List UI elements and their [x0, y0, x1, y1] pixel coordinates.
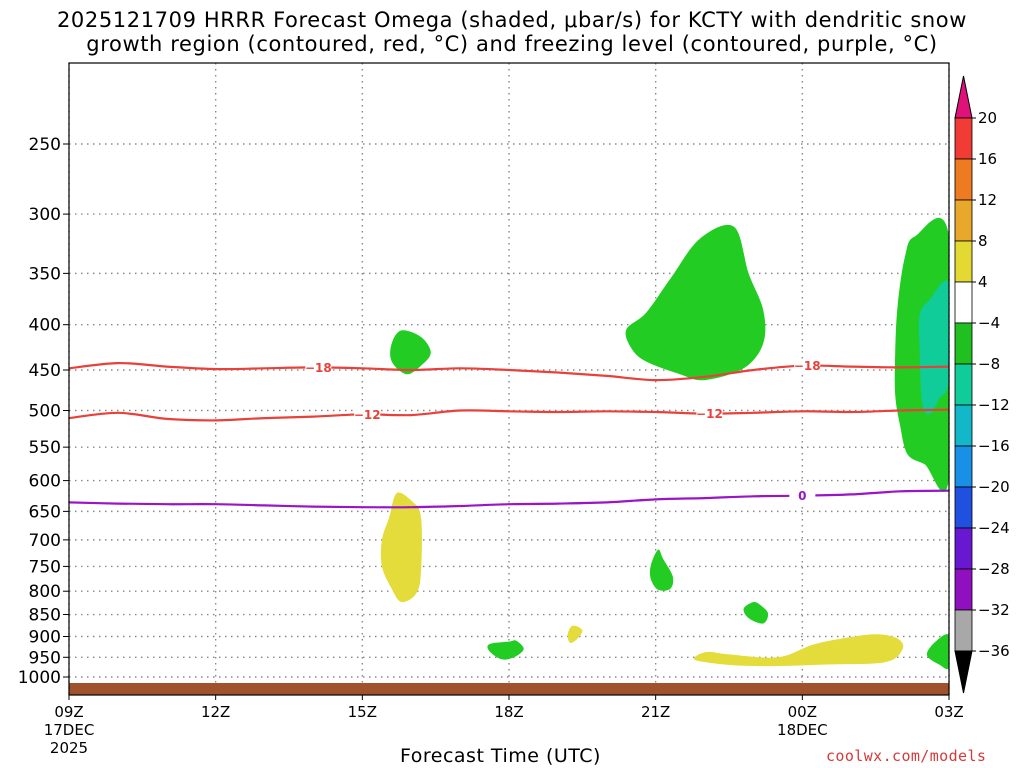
- contour-label-dgz-minus18: −18: [305, 361, 332, 375]
- colorbar-label: 8: [978, 232, 988, 250]
- colorbar-label: 16: [978, 150, 997, 168]
- shade-ascent-small-400: [390, 330, 431, 375]
- shade-ascent-right-bottom: [926, 634, 949, 670]
- contour-label-bg: [305, 360, 332, 375]
- x-tick-label-21Z: 21Z: [641, 703, 670, 721]
- shade-ascent-right-teal: [918, 280, 949, 415]
- chart-title-line-1: 2025121709 HRRR Forecast Omega (shaded, …: [56, 8, 968, 32]
- contour-label-dgz-minus12: −12: [354, 408, 381, 422]
- contour-label-bg: [354, 407, 381, 422]
- x-tick-label-15Z: 15Z: [348, 703, 377, 721]
- shade-descent-lower: [694, 634, 904, 667]
- colorbar-bin: [954, 117, 973, 160]
- shade-ascent-920: [487, 640, 524, 660]
- contour-label-freezing-level-0: 0: [798, 489, 806, 503]
- colorbar-bin: [954, 158, 973, 201]
- colorbar-bottom-arrow: [954, 650, 973, 694]
- colorbar-bin: [954, 404, 973, 447]
- credit-link[interactable]: coolwx.com/models: [826, 747, 987, 765]
- y-tick-label-750: 750: [29, 557, 61, 577]
- shade-ascent-upper-1: [625, 224, 766, 381]
- contour-dgz-minus12: [69, 408, 949, 422]
- contour-label-bg: [789, 488, 816, 503]
- x-tick-label-09Z: 09Z: [54, 703, 83, 721]
- y-tick-label-550: 550: [29, 438, 61, 458]
- colorbar-label: −24: [978, 519, 1010, 537]
- colorbar-bin: [954, 609, 973, 652]
- shade-descent-upper: [380, 492, 422, 603]
- colorbar: 20 16 12 8 4 −4 −8 −12 −16 −20 −24 −28 −32 −36: [954, 75, 1010, 694]
- gridlines: [68, 63, 950, 695]
- contour-label-dgz-minus12: −12: [696, 407, 723, 421]
- y-tick-label-300: 300: [29, 205, 61, 225]
- contour-label-bg: [696, 406, 723, 421]
- colorbar-label: 20: [978, 109, 997, 127]
- colorbar-bin: [954, 363, 973, 406]
- colorbar-label: −32: [978, 601, 1010, 619]
- shade-ascent-850: [743, 602, 769, 624]
- colorbar-bin: [954, 322, 973, 365]
- x-tick-date-17DEC: 17DEC: [44, 721, 95, 739]
- y-tick-label-250: 250: [29, 135, 61, 155]
- y-tick-label-350: 350: [29, 264, 61, 284]
- colorbar-bin: [954, 527, 973, 570]
- colorbar-label: −4: [978, 314, 1000, 332]
- x-tick-year-2025: 2025: [50, 739, 88, 757]
- colorbar-bin: [954, 568, 973, 611]
- y-tick-label-850: 850: [29, 606, 61, 626]
- colorbar-label: −16: [978, 437, 1010, 455]
- colorbar-bin: [954, 486, 973, 529]
- omega-shading: [380, 218, 949, 670]
- colorbar-label: 4: [978, 273, 988, 291]
- colorbar-label: −12: [978, 396, 1010, 414]
- colorbar-label: −36: [978, 642, 1010, 660]
- chart-title-line-2: growth region (contoured, red, °C) and f…: [86, 32, 938, 56]
- x-tick-label-00Z: 00Z: [788, 703, 817, 721]
- shade-ascent-800: [649, 549, 674, 591]
- y-tick-label-700: 700: [29, 531, 61, 551]
- y-tick-label-650: 650: [29, 502, 61, 522]
- colorbar-label: 12: [978, 191, 997, 209]
- y-tick-label-800: 800: [29, 582, 61, 602]
- x-axis-label: Forecast Time (UTC): [400, 745, 601, 767]
- temperature-contours: −18 −18 −12 −12 0: [69, 358, 949, 509]
- x-tick-date-18DEC: 18DEC: [777, 721, 828, 739]
- colorbar-top-arrow: [954, 75, 973, 119]
- colorbar-label: −20: [978, 478, 1010, 496]
- contour-label-dgz-minus18: −18: [794, 359, 821, 373]
- y-tick-label-450: 450: [29, 361, 61, 381]
- colorbar-bin: [954, 199, 973, 242]
- contour-label-bg: [794, 358, 821, 373]
- colorbar-bin: [954, 281, 973, 324]
- ground-strip: [69, 683, 949, 695]
- x-tick-label-03Z: 03Z: [934, 703, 963, 721]
- y-tick-label-600: 600: [29, 472, 61, 492]
- contour-freezing-level-0: [69, 489, 949, 509]
- y-tick-label-950: 950: [29, 648, 61, 668]
- y-tick-label-400: 400: [29, 316, 61, 336]
- y-tick-label-900: 900: [29, 627, 61, 647]
- shade-descent-small-900: [567, 625, 583, 643]
- x-tick-label-12Z: 12Z: [201, 703, 230, 721]
- x-tick-label-18Z: 18Z: [494, 703, 523, 721]
- plot-frame: [68, 62, 950, 696]
- colorbar-bin: [954, 240, 973, 283]
- colorbar-label: −28: [978, 560, 1010, 578]
- y-tick-label-500: 500: [29, 402, 61, 422]
- y-axis: 2503003504004505005506006507007508008509…: [18, 135, 69, 688]
- colorbar-bin: [954, 445, 973, 488]
- colorbar-label: −8: [978, 355, 1000, 373]
- y-tick-label-1000: 1000: [18, 668, 61, 688]
